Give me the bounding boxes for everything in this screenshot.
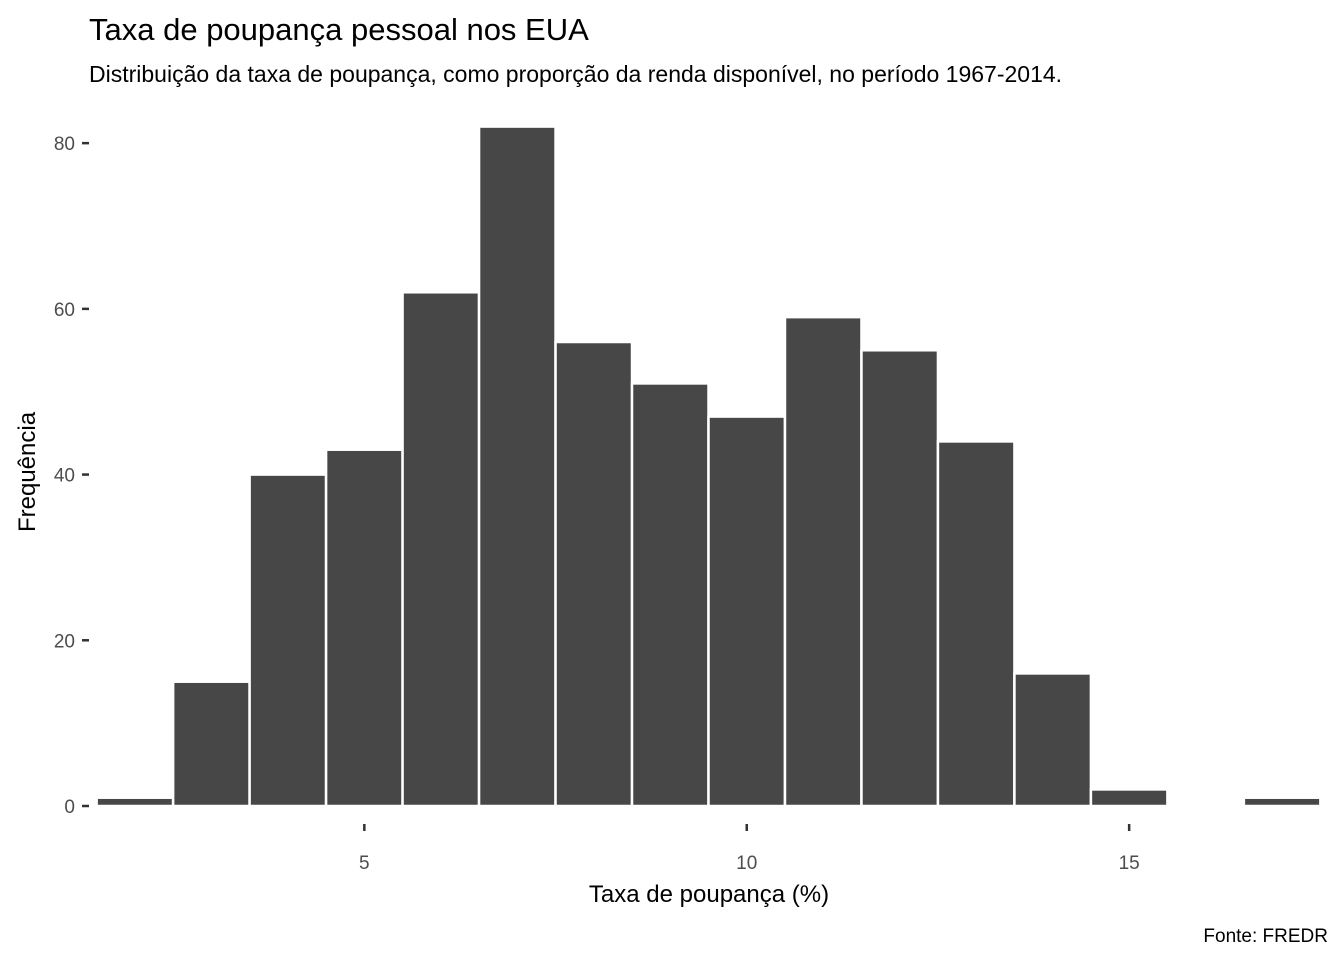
- histogram-bar-10: [860, 349, 940, 808]
- histogram-bar-1: [171, 680, 251, 808]
- histogram-bar-11: [936, 440, 1016, 808]
- x-tick-label: 10: [736, 853, 757, 874]
- histogram-bar-13: [1089, 788, 1169, 808]
- histogram-bar-8: [707, 415, 787, 808]
- histogram-bar-5: [477, 125, 557, 808]
- histogram-bar-7: [630, 382, 710, 808]
- histogram-bar-4: [401, 291, 481, 808]
- y-tick-label: 40: [54, 466, 75, 487]
- y-tick-label: 20: [54, 631, 75, 652]
- x-axis: 5 10 15: [359, 824, 1140, 874]
- x-tick-label: 15: [1119, 853, 1140, 874]
- chart-title: Taxa de poupança pessoal nos EUA: [89, 12, 589, 47]
- y-axis: 0 20 40 60 80: [54, 134, 89, 818]
- y-axis-title: Frequência: [14, 411, 41, 532]
- x-tick-label: 5: [359, 853, 370, 874]
- bars-group: [95, 125, 1322, 808]
- histogram-bar-12: [1013, 672, 1093, 808]
- histogram-bar-0: [95, 796, 175, 808]
- histogram-bar-6: [554, 340, 634, 808]
- y-tick-label: 60: [54, 300, 75, 321]
- histogram-bar-3: [324, 448, 404, 808]
- histogram-bar-15: [1242, 796, 1322, 808]
- x-axis-title: Taxa de poupança (%): [589, 881, 829, 908]
- chart-subtitle: Distribuição da taxa de poupança, como p…: [89, 61, 1062, 87]
- y-tick-label: 80: [54, 134, 75, 155]
- histogram-bar-2: [248, 473, 328, 808]
- histogram-bar-9: [783, 315, 863, 808]
- y-tick-label: 0: [64, 797, 75, 818]
- chart-caption: Fonte: FREDR: [1203, 926, 1328, 947]
